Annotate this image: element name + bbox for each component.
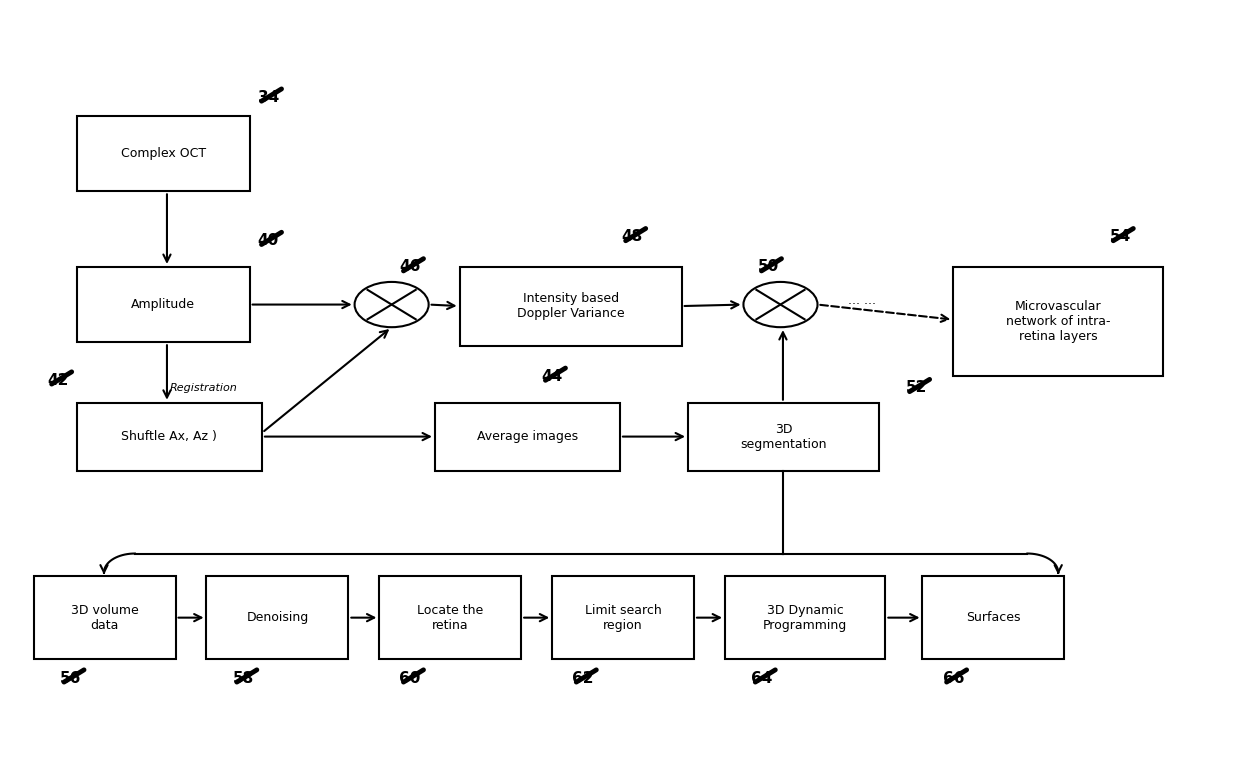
Bar [725,576,885,659]
Bar [923,576,1064,659]
Text: Shuftle Ax, Az ): Shuftle Ax, Az ) [122,430,217,443]
Text: Registration: Registration [170,382,237,393]
Bar [33,576,176,659]
Bar [435,403,620,470]
Text: 46: 46 [399,259,420,274]
Text: Complex OCT: Complex OCT [120,147,206,160]
Text: 3D
segmentation: 3D segmentation [740,423,827,451]
Text: Surfaces: Surfaces [966,611,1021,624]
Text: 54: 54 [1110,230,1131,244]
Text: 66: 66 [942,670,963,686]
Text: 40: 40 [258,233,279,248]
Text: 64: 64 [751,670,773,686]
Bar [379,576,521,659]
Text: 48: 48 [621,230,644,244]
Text: Microvascular
network of intra-
retina layers: Microvascular network of intra- retina l… [1006,300,1111,343]
Text: 62: 62 [572,670,594,686]
Bar [460,267,682,346]
Text: 60: 60 [399,670,420,686]
Bar [954,267,1163,376]
Circle shape [744,282,817,328]
Bar [77,267,249,342]
Text: 58: 58 [233,670,254,686]
Text: 3D volume
data: 3D volume data [71,603,139,632]
Text: Denoising: Denoising [247,611,309,624]
Text: 52: 52 [905,380,928,395]
Text: Limit search
region: Limit search region [585,603,661,632]
Text: Intensity based
Doppler Variance: Intensity based Doppler Variance [517,293,625,321]
Bar [688,403,879,470]
Text: 56: 56 [60,670,82,686]
Text: 44: 44 [542,369,563,384]
Text: Average images: Average images [477,430,578,443]
Bar [552,576,694,659]
Circle shape [355,282,429,328]
Text: 50: 50 [758,259,779,274]
Bar [77,403,262,470]
Text: ... ...: ... ... [848,293,875,306]
Bar [207,576,348,659]
Bar [77,116,249,192]
Text: Amplitude: Amplitude [131,298,195,311]
Text: 42: 42 [47,372,69,388]
Text: 34: 34 [258,90,279,105]
Text: 3D Dynamic
Programming: 3D Dynamic Programming [763,603,847,632]
Text: Locate the
retina: Locate the retina [417,603,484,632]
